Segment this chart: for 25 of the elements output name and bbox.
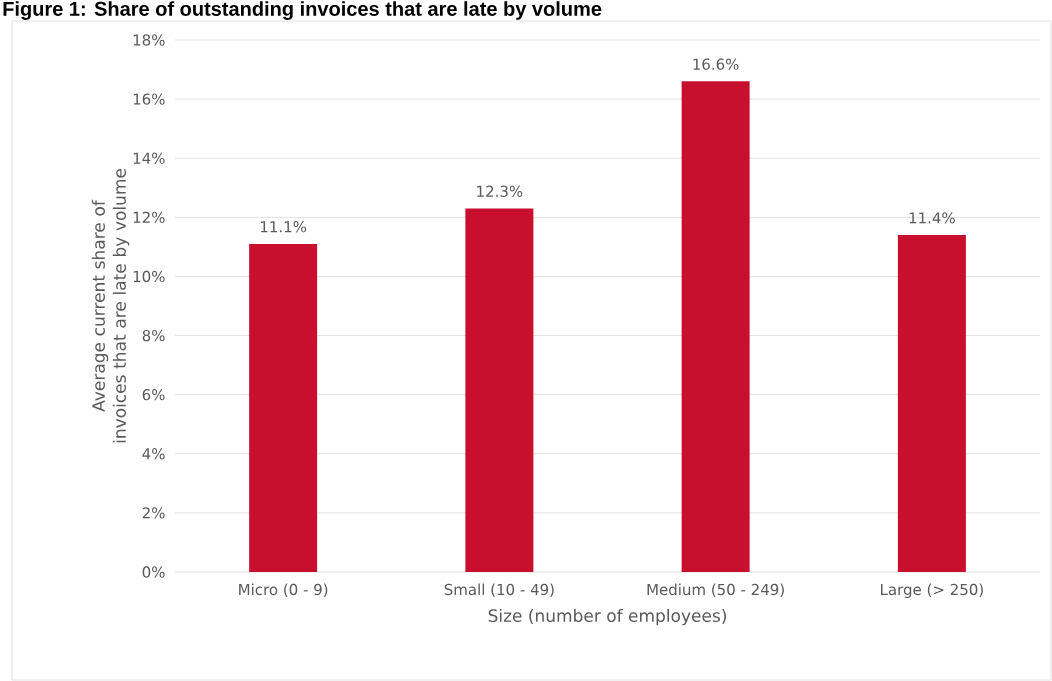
y-tick-label: 14% xyxy=(133,152,165,164)
y-tick-label: 10% xyxy=(133,270,165,283)
x-axis-title: Size (number of employees) xyxy=(488,608,726,626)
y-tick-label: 6% xyxy=(142,388,165,401)
data-label: 11.4% xyxy=(909,212,955,224)
bar xyxy=(681,81,750,572)
y-tick-label: 12% xyxy=(133,211,165,224)
y-tick-label: 4% xyxy=(142,448,165,460)
chart-title: Figure 1: Share of outstanding invoices that are late by volume xyxy=(3,1,602,20)
bar xyxy=(465,208,534,572)
y-tick-label: 18% xyxy=(133,34,165,46)
y-tick-label: 16% xyxy=(133,93,165,105)
data-label: 11.1% xyxy=(260,221,307,233)
data-label: 12.3% xyxy=(477,185,523,197)
x-tick-label: Large (> 250) xyxy=(881,583,983,599)
x-tick-label: Micro (0 - 9) xyxy=(239,583,328,597)
y-axis-title: Average current share of invoices that are late by volume xyxy=(91,168,130,443)
y-tick-label: 0% xyxy=(142,566,165,578)
bar xyxy=(249,243,318,572)
y-tick-label: 2% xyxy=(142,507,165,519)
x-tick-label: Small (10 - 49) xyxy=(444,583,554,597)
y-tick-label: 8% xyxy=(142,329,165,342)
data-label: 16.6% xyxy=(693,58,739,70)
bar xyxy=(897,235,966,572)
x-tick-label: Medium (50 - 249) xyxy=(647,583,784,597)
